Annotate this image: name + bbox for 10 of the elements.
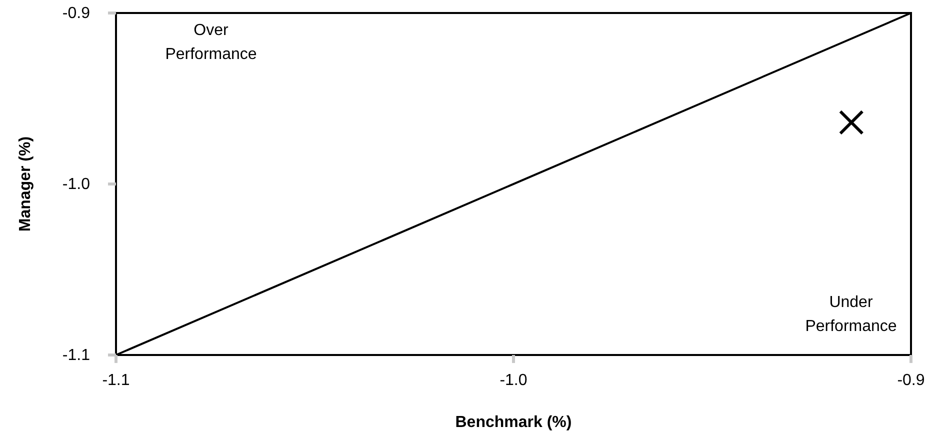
- x-tick-label: -1.0: [500, 372, 528, 389]
- x-axis-title: Benchmark (%): [455, 414, 572, 431]
- y-tick-label: -1.0: [62, 176, 90, 193]
- x-tick-label: -1.1: [102, 372, 130, 389]
- x-tick-label: -0.9: [897, 372, 925, 389]
- y-tick-label: -0.9: [62, 5, 90, 22]
- annotation: Under Performance: [805, 294, 897, 335]
- annotation: Over Performance: [165, 22, 257, 63]
- y-tick-label: -1.1: [62, 347, 90, 364]
- y-axis-title: Manager (%): [17, 136, 34, 232]
